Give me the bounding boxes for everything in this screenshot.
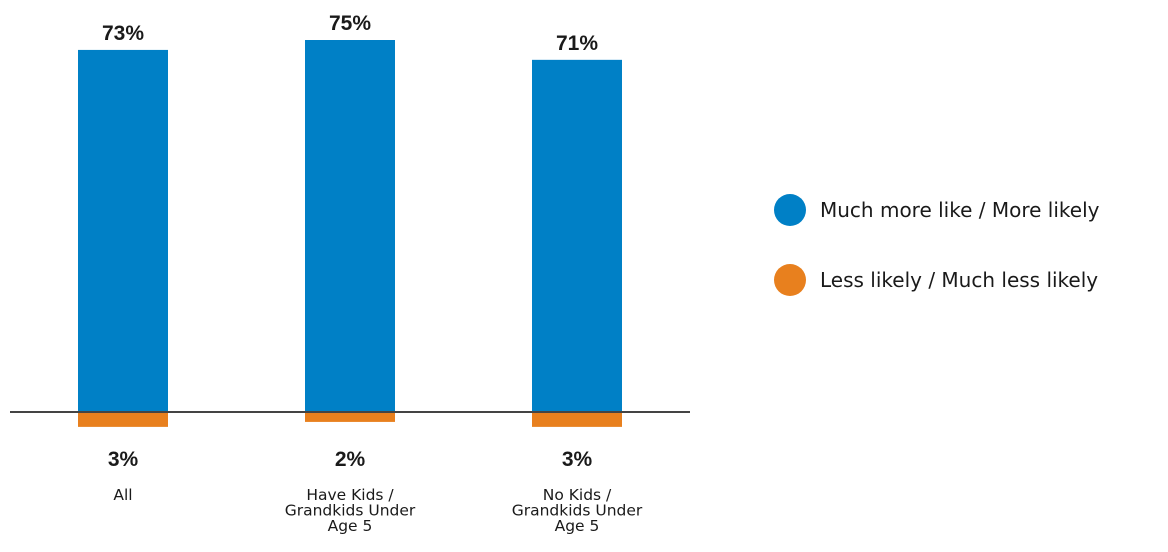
legend-swatch-negative [774,264,806,296]
legend: Much more like / More likely Less likely… [774,190,1099,300]
legend-label-negative: Less likely / Much less likely [820,268,1099,292]
bar-positive-1 [305,40,395,412]
bar-negative-2 [532,412,622,427]
legend-swatch-positive [774,194,806,226]
category-label-2: No Kids / Grandkids Under Age 5 [512,486,643,535]
category-label-1: Have Kids / Grandkids Under Age 5 [285,486,416,535]
bar-negative-1 [305,412,395,422]
bar-positive-2 [532,59,622,413]
legend-label-positive: Much more like / More likely [820,198,1100,222]
legend-item-negative: Less likely / Much less likely [774,260,1099,300]
value-label-positive-0: 73% [102,22,144,45]
bar-positive-0 [78,49,168,413]
value-label-positive-2: 71% [556,32,598,55]
bar-chart: 73% 3% All 75% 2% Have Kids / Grandkids Under A… [10,12,690,535]
bar-negative-0 [78,412,168,427]
value-label-negative-1: 2% [335,448,366,471]
category-label-0: All [113,486,132,504]
value-label-negative-2: 3% [562,448,593,471]
legend-item-positive: Much more like / More likely [774,190,1099,230]
value-label-negative-0: 3% [108,448,139,471]
value-label-positive-1: 75% [329,12,371,35]
